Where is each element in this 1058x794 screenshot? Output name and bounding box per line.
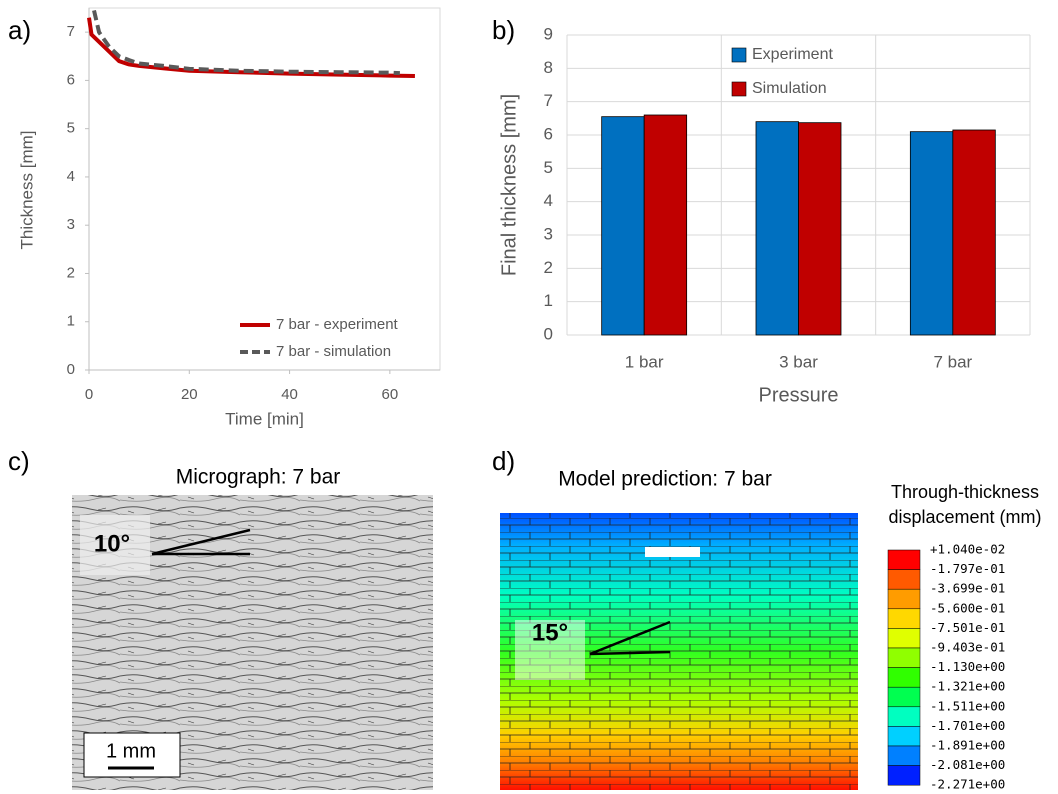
- colorbar-label: -1.701e+00: [930, 718, 1005, 733]
- panel-label: d): [492, 446, 515, 476]
- y-tick-label: 2: [67, 264, 75, 281]
- y-tick-label: 0: [544, 324, 553, 343]
- angle-lines: [151, 528, 251, 556]
- y-axis-title: Thickness [mm]: [17, 130, 36, 249]
- colorbar-band: [887, 686, 921, 708]
- legend-swatch: [731, 81, 747, 97]
- scale-box: [83, 732, 181, 778]
- y-tick-label: 9: [544, 24, 553, 43]
- bar: [798, 122, 842, 336]
- y-tick-label: 0: [67, 361, 75, 378]
- colorbar-label: -1.130e+00: [930, 659, 1005, 674]
- y-tick-label: 5: [544, 158, 553, 177]
- x-tick-label: 0: [85, 386, 93, 403]
- angle-backdrop: [515, 620, 585, 680]
- colorbar-band: [887, 569, 921, 590]
- y-tick-label: 6: [67, 71, 75, 88]
- y-tick-label: 3: [67, 216, 75, 233]
- legend-label: 7 bar - experiment: [276, 316, 399, 333]
- x-tick-label: 40: [281, 386, 298, 403]
- colorbar-label: -1.511e+00: [930, 698, 1005, 713]
- legend-label: Experiment: [752, 46, 833, 63]
- colorbar-band: [887, 647, 921, 668]
- scale-label: 1 mm: [106, 740, 156, 762]
- y-tick-label: 7: [544, 91, 553, 110]
- bar: [909, 131, 954, 336]
- x-tick-label: 7 bar: [933, 352, 972, 371]
- line-series: [87, 17, 415, 79]
- angle-label: 15°: [532, 619, 568, 646]
- mesh-gap: [645, 547, 700, 557]
- y-tick-label: 3: [544, 224, 553, 243]
- y-tick-label: 6: [544, 124, 553, 143]
- colorbar-title: Through-thickness: [891, 482, 1039, 502]
- x-tick-label: 20: [181, 386, 198, 403]
- colorbar-label: -2.271e+00: [930, 777, 1005, 792]
- angle-backdrop: [80, 515, 150, 575]
- panel-label: a): [8, 15, 31, 45]
- legend-label: 7 bar - simulation: [276, 343, 391, 360]
- colorbar-band: [887, 706, 921, 727]
- line-series: [92, 9, 400, 76]
- y-tick-label: 7: [67, 23, 75, 40]
- x-axis-title: Pressure: [758, 384, 838, 406]
- y-tick-label: 4: [67, 168, 75, 185]
- bar: [601, 116, 645, 336]
- y-tick-label: 4: [544, 191, 553, 210]
- colorbar-band: [887, 726, 921, 747]
- angle-label: 10°: [94, 530, 130, 557]
- colorbar-label: +1.040e-02: [930, 542, 1005, 557]
- panel-title: Model prediction: 7 bar: [558, 468, 772, 491]
- y-axis-title: Final thickness [mm]: [498, 94, 520, 276]
- colorbar-label: -5.600e-01: [930, 600, 1005, 615]
- colorbar-label: -2.081e+00: [930, 757, 1005, 772]
- bar: [643, 114, 688, 336]
- y-tick-label: 8: [544, 58, 553, 77]
- x-axis-title: Time [min]: [225, 409, 304, 428]
- colorbar-band: [887, 608, 921, 629]
- colorbar-label: -1.321e+00: [930, 679, 1005, 694]
- colorbar: [887, 549, 921, 786]
- colorbar-band: [887, 765, 921, 786]
- y-tick-label: 5: [67, 120, 75, 137]
- bar: [755, 121, 799, 336]
- x-tick-label: 3 bar: [779, 352, 818, 371]
- legend-label: Simulation: [752, 80, 827, 97]
- colorbar-band: [887, 745, 921, 766]
- panel-label: c): [8, 446, 30, 476]
- y-tick-label: 2: [544, 258, 553, 277]
- panel-title: Micrograph: 7 bar: [176, 466, 341, 489]
- colorbar-band: [887, 588, 921, 610]
- colorbar-band: [887, 549, 921, 570]
- colorbar-label: -3.699e-01: [930, 581, 1005, 596]
- x-tick-label: 1 bar: [625, 352, 664, 371]
- colorbar-label: -9.403e-01: [930, 640, 1005, 655]
- x-tick-label: 60: [382, 386, 399, 403]
- colorbar-label: -7.501e-01: [930, 620, 1005, 635]
- bar: [952, 129, 996, 336]
- colorbar-band: [887, 628, 921, 649]
- legend-swatch: [731, 47, 747, 63]
- y-tick-label: 1: [67, 313, 75, 330]
- panel-label: b): [492, 15, 515, 45]
- colorbar-label: -1.797e-01: [930, 561, 1005, 576]
- colorbar-label: -1.891e+00: [930, 738, 1005, 753]
- colorbar-band: [887, 667, 921, 688]
- y-tick-label: 1: [544, 291, 553, 310]
- angle-lines: [589, 620, 671, 656]
- colorbar-title: displacement (mm): [888, 507, 1041, 527]
